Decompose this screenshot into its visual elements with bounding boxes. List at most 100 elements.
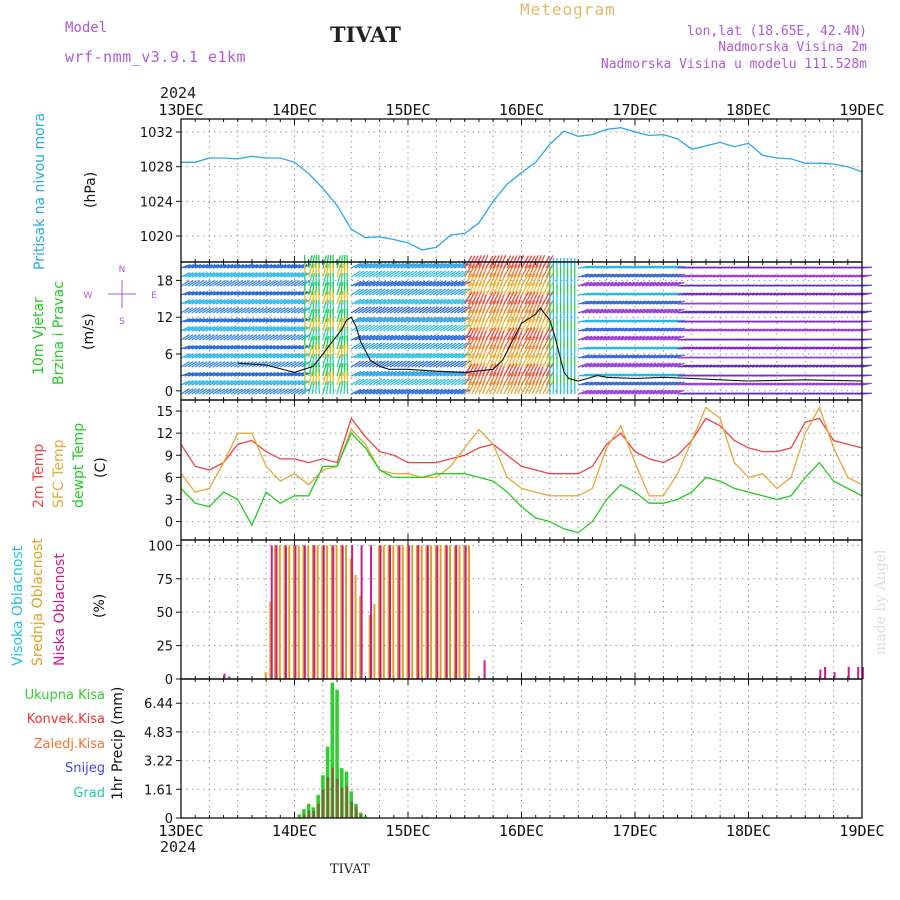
y-tick-label: 12 [156, 311, 173, 326]
wind-barb [265, 371, 276, 377]
wind-barb [198, 371, 209, 377]
wind-barb [528, 327, 536, 341]
wind-barb [673, 354, 685, 359]
wind-barb [695, 274, 706, 278]
wind-barb [861, 328, 872, 332]
wind-barb [730, 274, 741, 278]
wind-barb [436, 378, 446, 386]
wind-barb [489, 336, 497, 350]
wind-barb [776, 274, 787, 278]
wind-barb [184, 361, 194, 368]
wind-barb [205, 380, 216, 386]
wind-barb [673, 281, 685, 287]
wind-barb [212, 280, 222, 287]
wind-barb [720, 328, 731, 332]
wind-barb [336, 282, 342, 296]
y-tick-label: 3.22 [144, 755, 173, 770]
wind-barb [283, 317, 294, 323]
wind-barb [627, 300, 639, 305]
wind-barb [652, 300, 664, 305]
wind-barb [290, 371, 301, 377]
wind-barb [223, 290, 234, 296]
wind-barb [436, 270, 446, 278]
wind-barb [194, 361, 205, 368]
wind-barb [180, 307, 190, 314]
wind-barb [727, 382, 738, 386]
wind-barb [368, 342, 379, 350]
wind-barb [421, 324, 432, 332]
wind-barb [354, 370, 366, 377]
wind-barb [350, 288, 361, 296]
wind-barb [755, 328, 766, 332]
wind-barb [287, 317, 298, 323]
wind-barb [429, 262, 440, 269]
wind-barb [592, 300, 604, 305]
wind-barb [230, 290, 241, 296]
wind-barb [815, 310, 826, 314]
wind-barb [783, 292, 794, 296]
wind-barb [474, 273, 483, 287]
wind-barb [336, 300, 342, 314]
wind-barb [659, 389, 671, 395]
wind-barb [659, 327, 671, 332]
wind-barb [641, 354, 653, 359]
wind-barb [783, 310, 794, 314]
wind-barb [744, 346, 755, 350]
wind-barb [336, 291, 342, 305]
wind-barb [439, 388, 451, 395]
wind-barb [397, 324, 407, 332]
wind-barb [474, 336, 483, 350]
wind-barb [265, 263, 276, 269]
wind-barb [339, 264, 344, 278]
wind-barb [432, 288, 443, 296]
wind-barb [400, 352, 412, 359]
wind-barb [358, 298, 369, 305]
wind-barb [290, 334, 300, 341]
wind-barb [680, 310, 692, 314]
wind-barb [531, 300, 539, 314]
wind-barb [407, 334, 419, 341]
x-tick-label-top: 18DEC [726, 101, 771, 119]
wind-barb [485, 300, 494, 314]
wind-barb [436, 360, 446, 368]
wind-barb [358, 388, 369, 395]
wind-barb [585, 381, 597, 386]
wind-barb [251, 272, 262, 278]
wind-barb [205, 388, 215, 395]
wind-barb [226, 263, 237, 269]
wind-barb [588, 362, 600, 368]
wind-barb [283, 263, 294, 269]
wind-barb [844, 364, 855, 368]
wind-barb [627, 327, 639, 332]
wind-barb [389, 352, 401, 359]
wind-barb [432, 270, 443, 278]
wind-barb [339, 300, 344, 314]
wind-barb [290, 299, 301, 305]
wind-barb [251, 307, 261, 314]
wind-barb [393, 352, 405, 359]
wind-compass-icon: NSW E [84, 265, 158, 327]
wind-barb [617, 335, 628, 341]
wind-barb [485, 273, 494, 287]
wind-barb [439, 298, 451, 305]
wind-barb [436, 298, 447, 305]
wind-barb [428, 306, 439, 314]
wind-barb [709, 382, 720, 386]
wind-barb [358, 280, 369, 287]
wind-barb [389, 388, 401, 395]
wind-barb [457, 388, 468, 395]
wind-barb [446, 262, 458, 269]
wind-barb [453, 262, 465, 269]
legend-snow: Snijeg [65, 761, 105, 776]
wind-barb [421, 306, 432, 314]
wind-barb [393, 388, 405, 395]
wind-barb [201, 272, 212, 278]
wind-barb [365, 270, 376, 278]
wind-barb [474, 264, 483, 278]
wind-barb [578, 362, 589, 368]
wind-barb [684, 328, 695, 332]
wind-barb [194, 326, 205, 332]
wind-barb [528, 336, 536, 350]
wind-barb [819, 328, 830, 332]
compass-west-label: W [84, 291, 93, 301]
